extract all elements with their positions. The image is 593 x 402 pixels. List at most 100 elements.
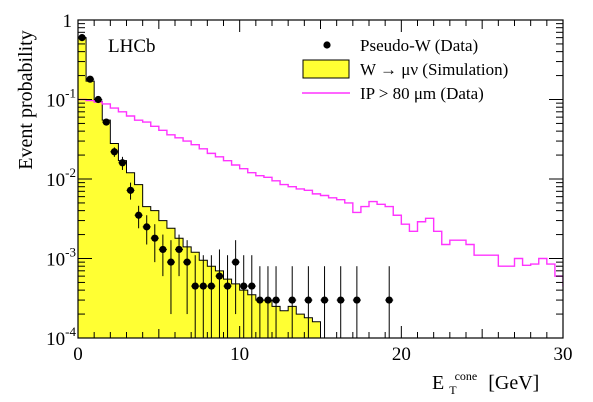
- data-point: [255, 266, 264, 338]
- data-point-dot: [337, 296, 345, 304]
- simulation-histogram-layer: [77, 37, 321, 339]
- data-point: [304, 266, 313, 338]
- data-point-dot: [183, 258, 191, 266]
- data-point-dot: [110, 148, 118, 156]
- y-tick-base: 10: [46, 91, 65, 112]
- data-point: [352, 266, 361, 338]
- data-point-dot: [151, 234, 159, 242]
- axis-ticks: [77, 19, 564, 339]
- y-tick-base: 10: [46, 170, 65, 191]
- data-point-dot: [353, 296, 361, 304]
- data-point: [247, 255, 256, 338]
- data-point-dot: [304, 296, 312, 304]
- data-point: [126, 182, 135, 200]
- y-tick-label: 10-4: [46, 324, 76, 350]
- x-tick-label: 0: [73, 344, 83, 365]
- legend: Pseudo-W (Data) W → μν (Simulation) IP > 8…: [302, 36, 508, 103]
- legend-item: IP > 80 μm (Data): [302, 84, 484, 103]
- data-point: [215, 249, 224, 338]
- data-point-dot: [167, 258, 175, 266]
- data-point: [158, 234, 167, 277]
- y-tick-exponent: -4: [65, 324, 76, 339]
- x-axis-label-unit: [GeV]: [488, 372, 539, 394]
- experiment-label: LHCb: [108, 36, 156, 57]
- data-point-dot: [264, 296, 272, 304]
- x-tick-label: 10: [230, 344, 249, 365]
- data-point: [207, 255, 216, 338]
- x-tick-label: 20: [392, 344, 411, 365]
- data-point-dot: [385, 296, 393, 304]
- data-point: [166, 240, 175, 315]
- legend-label: Pseudo-W (Data): [360, 36, 478, 55]
- data-point: [263, 266, 272, 338]
- data-point-dot: [159, 245, 167, 254]
- data-point-dot: [102, 118, 110, 126]
- data-point-dot: [199, 282, 207, 290]
- data-point: [150, 224, 159, 263]
- data-point: [102, 118, 111, 126]
- data-point-dot: [223, 282, 232, 290]
- data-point: [320, 266, 329, 338]
- legend-label: IP > 80 μm (Data): [360, 84, 484, 103]
- data-point-dot: [256, 296, 264, 304]
- data-point-dot: [272, 296, 280, 304]
- data-point: [336, 266, 345, 338]
- x-axis-label-sup: cone: [455, 369, 478, 383]
- data-point: [199, 255, 208, 338]
- data-point: [142, 215, 151, 245]
- legend-box-icon: [302, 59, 350, 79]
- ip-step-line: [78, 98, 563, 287]
- data-point-dot: [135, 211, 143, 219]
- data-point-dot: [320, 296, 329, 304]
- data-point: [239, 255, 248, 338]
- y-tick-label: 10-1: [46, 86, 76, 112]
- x-tick-label: 30: [554, 344, 573, 365]
- y-tick-label: 10-3: [46, 245, 76, 271]
- data-point-dot: [175, 245, 183, 254]
- data-point: [94, 95, 103, 104]
- y-tick-base: 10: [46, 329, 65, 350]
- data-point: [288, 266, 297, 338]
- data-point: [231, 240, 240, 315]
- y-tick-base: 10: [46, 250, 65, 271]
- data-point-dot: [191, 282, 199, 290]
- y-axis-label: Event probability: [15, 30, 37, 169]
- data-point: [110, 147, 119, 157]
- y-tick-label: 10-2: [46, 165, 76, 191]
- data-point: [118, 156, 127, 170]
- data-point: [191, 255, 200, 338]
- data-point: [223, 255, 232, 338]
- x-axis-label-main: E: [432, 372, 444, 394]
- data-point-dot: [232, 258, 240, 266]
- y-tick-exponent: -1: [65, 86, 76, 101]
- data-point: [183, 240, 192, 315]
- data-point: [134, 205, 143, 229]
- data-point-dot: [215, 272, 224, 280]
- data-point-dot: [143, 223, 151, 231]
- x-axis-label-sub: T: [449, 383, 457, 397]
- data-point-dot: [240, 282, 248, 290]
- data-point-dot: [118, 159, 127, 167]
- y-tick-exponent: -3: [65, 245, 76, 260]
- data-point-dot: [288, 296, 296, 304]
- data-point: [175, 234, 184, 277]
- data-point-dot: [207, 282, 215, 290]
- data-point-dot: [248, 282, 256, 290]
- pseudo-w-points-layer: [78, 34, 394, 338]
- x-axis-label: E T cone [GeV]: [432, 363, 539, 399]
- simulation-area: [77, 37, 321, 339]
- legend-label: W → μν (Simulation): [360, 60, 508, 79]
- data-point-dot: [126, 186, 135, 194]
- y-tick-exponent: -2: [65, 165, 76, 180]
- legend-item: Pseudo-W (Data): [323, 36, 478, 55]
- y-tick-label: 1: [63, 11, 73, 32]
- data-point-dot: [94, 95, 102, 104]
- data-point-dot: [86, 75, 94, 83]
- legend-item: W → μν (Simulation): [302, 59, 508, 79]
- data-point: [385, 266, 394, 338]
- data-point: [86, 75, 95, 83]
- data-point: [272, 266, 281, 338]
- ip-line-layer: [78, 98, 563, 287]
